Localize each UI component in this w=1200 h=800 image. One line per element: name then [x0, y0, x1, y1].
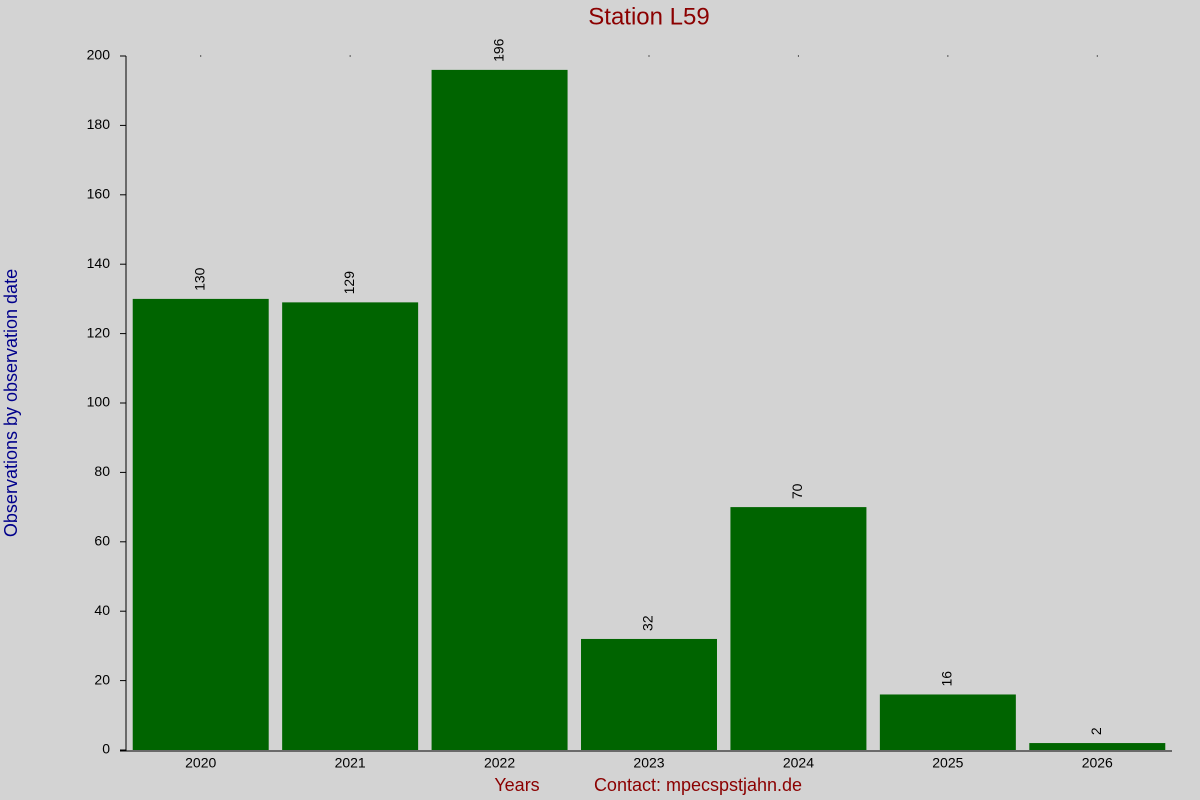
bar: [879, 694, 1016, 750]
y-tick-label: 160: [87, 186, 111, 202]
x-tick-label: 2025: [932, 755, 963, 771]
top-tick-dot: [797, 55, 800, 57]
y-tick-label: 120: [87, 324, 111, 340]
y-axis-label: Observations by observation date: [1, 269, 21, 537]
value-label: 16: [939, 671, 955, 687]
value-label: 130: [191, 267, 207, 291]
value-label: 196: [490, 38, 506, 62]
top-tick-dot: [498, 55, 501, 57]
top-tick-dot: [648, 55, 650, 57]
top-tick-dot: [947, 55, 949, 57]
contact: Contact: mpecspstjahn.de: [594, 775, 802, 795]
x-axis-label: Years: [494, 775, 539, 795]
y-tick-label: 140: [87, 255, 111, 271]
value-label: 129: [341, 271, 357, 295]
bar: [581, 638, 717, 750]
bar: [730, 507, 867, 750]
y-tick-label: 40: [94, 602, 110, 618]
x-tick-label: 2024: [783, 755, 814, 771]
top-tick-dot: [349, 55, 351, 57]
bar: [431, 69, 568, 750]
bar: [1029, 743, 1166, 750]
value-label: 32: [640, 615, 656, 631]
x-tick-label: 2023: [633, 755, 664, 771]
y-tick-label: 20: [94, 671, 110, 687]
y-tick-label: 60: [94, 533, 110, 549]
y-tick-label: 180: [87, 116, 111, 132]
x-tick-label: 2021: [335, 755, 366, 771]
x-tick-label: 2026: [1082, 755, 1113, 771]
x-tick-label: 2022: [484, 755, 515, 771]
y-tick-label: 200: [87, 47, 111, 63]
y-tick-label: 0: [102, 741, 110, 757]
value-label: 2: [1088, 727, 1104, 735]
top-tick-dot: [1096, 55, 1098, 57]
y-tick-label: 100: [87, 394, 111, 410]
bar: [282, 302, 419, 750]
value-label: 70: [789, 483, 805, 499]
top-tick-dot: [200, 55, 202, 57]
x-tick-label: 2020: [185, 755, 216, 771]
y-tick-label: 80: [94, 463, 110, 479]
chart-title: Station L59: [588, 3, 709, 30]
bar: [132, 298, 269, 750]
